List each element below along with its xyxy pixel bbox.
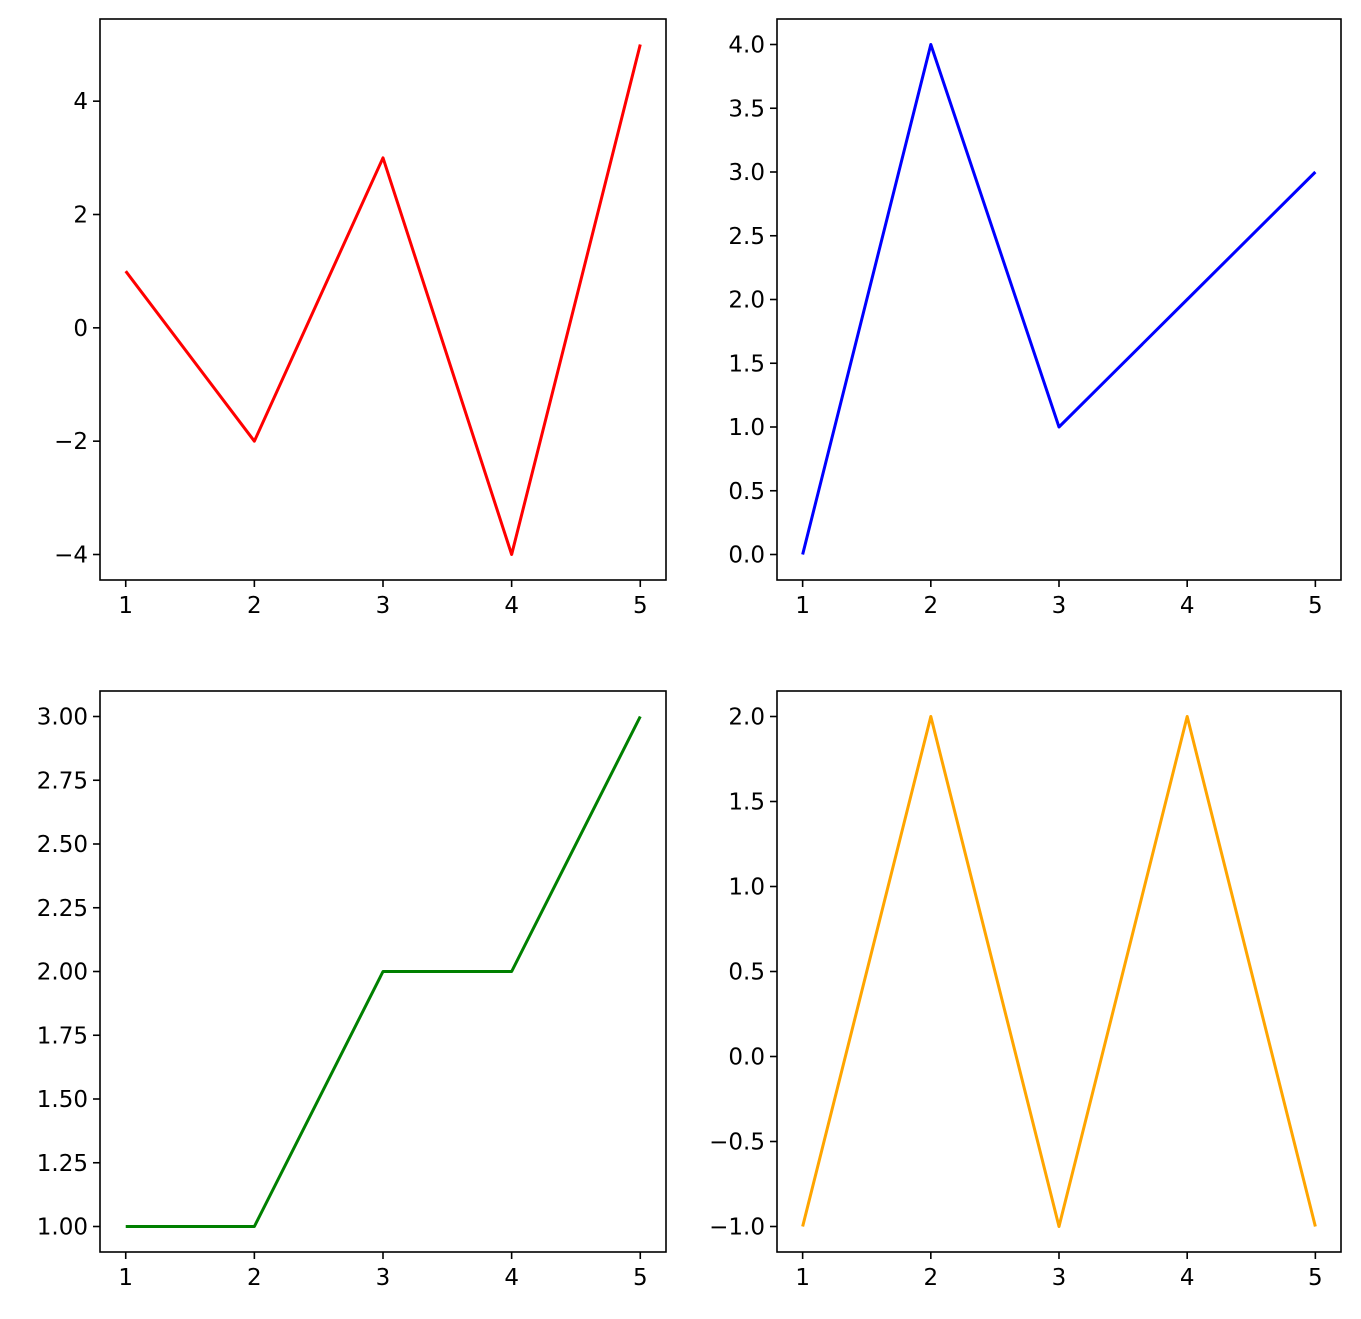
series-line-1 bbox=[801, 715, 1317, 1228]
y-tick-label: 0.0 bbox=[728, 1045, 765, 1071]
y-tick-label: 2.75 bbox=[37, 768, 88, 794]
y-tick-label: 1.0 bbox=[728, 415, 765, 441]
x-tick-label: 2 bbox=[247, 593, 262, 619]
y-tick-label: 1.5 bbox=[728, 351, 765, 377]
x-tick-label: 4 bbox=[504, 593, 519, 619]
y-tick-label: 2.0 bbox=[728, 288, 765, 314]
y-tick-label: 3.5 bbox=[728, 96, 765, 122]
x-tick-label: 1 bbox=[795, 593, 810, 619]
y-tick-label: 3.00 bbox=[37, 705, 88, 731]
x-tick-label: 1 bbox=[795, 1265, 810, 1291]
y-tick-label: 2 bbox=[73, 203, 88, 229]
x-tick-label: 5 bbox=[633, 1265, 648, 1291]
y-tick-label: 2.5 bbox=[728, 224, 765, 250]
x-tick-label: 4 bbox=[504, 1265, 519, 1291]
x-tick-label: 1 bbox=[118, 1265, 133, 1291]
axes-frame bbox=[776, 690, 1342, 1253]
y-tick-label: 4.0 bbox=[728, 33, 765, 59]
y-tick-label: 1.75 bbox=[37, 1023, 88, 1049]
x-tick-label: 3 bbox=[1052, 593, 1067, 619]
x-tick-label: 2 bbox=[247, 1265, 262, 1291]
y-tick-label: 2.00 bbox=[37, 960, 88, 986]
subplot-1: 1 2 3 4 5 −4 −2 0 2 4 bbox=[54, 18, 667, 619]
x-tick-label: 5 bbox=[1308, 1265, 1323, 1291]
y-tick-label: 3.0 bbox=[728, 160, 765, 186]
y-tick-label: −0.5 bbox=[709, 1130, 765, 1156]
x-tick-label: 1 bbox=[118, 593, 133, 619]
x-tick-label: 2 bbox=[923, 593, 938, 619]
x-tick-label: 4 bbox=[1180, 593, 1195, 619]
subplot-3: 1 2 3 4 5 1.00 1.25 1.50 1.75 2.00 2.25 2.50 2.75 3.0… bbox=[37, 690, 667, 1291]
y-tick-label: 2.50 bbox=[37, 832, 88, 858]
subplot-2: 1 2 3 4 5 0.0 0.5 1.0 1.5 2.0 2.5 3.0 3.5 4.0 bbox=[728, 18, 1342, 619]
y-tick-label: −2 bbox=[54, 429, 88, 455]
axes-frame bbox=[776, 18, 1342, 581]
x-tick-label: 2 bbox=[923, 1265, 938, 1291]
x-tick-label: 5 bbox=[1308, 593, 1323, 619]
y-tick-label: 1.5 bbox=[728, 790, 765, 816]
y-tick-label: 1.00 bbox=[37, 1215, 88, 1241]
y-tick-label: 0 bbox=[73, 316, 88, 342]
x-tick-label: 3 bbox=[376, 593, 391, 619]
y-tick-label: 0.5 bbox=[728, 960, 765, 986]
x-tick-label: 3 bbox=[1052, 1265, 1067, 1291]
y-tick-label: 2.25 bbox=[37, 896, 88, 922]
subplot-4: 1 2 3 4 5 −1.0 −0.5 0.0 0.5 1.0 1.5 2.0 bbox=[709, 690, 1342, 1291]
y-tick-label: 1.0 bbox=[728, 875, 765, 901]
series-line-1 bbox=[124, 44, 642, 556]
series-line-1 bbox=[125, 715, 642, 1228]
x-tick-label: 3 bbox=[376, 1265, 391, 1291]
y-tick-label: 0.5 bbox=[728, 479, 765, 505]
y-tick-label: 1.50 bbox=[37, 1087, 88, 1113]
y-tick-label: 2.0 bbox=[728, 705, 765, 731]
axes-frame bbox=[99, 18, 667, 581]
y-tick-label: −4 bbox=[54, 543, 88, 569]
y-tick-label: 1.25 bbox=[37, 1151, 88, 1177]
x-tick-label: 5 bbox=[633, 593, 648, 619]
series-line-1 bbox=[801, 43, 1317, 555]
y-tick-label: 4 bbox=[73, 89, 88, 115]
y-tick-label: −1.0 bbox=[709, 1215, 765, 1241]
x-tick-label: 4 bbox=[1180, 1265, 1195, 1291]
y-tick-label: 0.0 bbox=[728, 543, 765, 569]
